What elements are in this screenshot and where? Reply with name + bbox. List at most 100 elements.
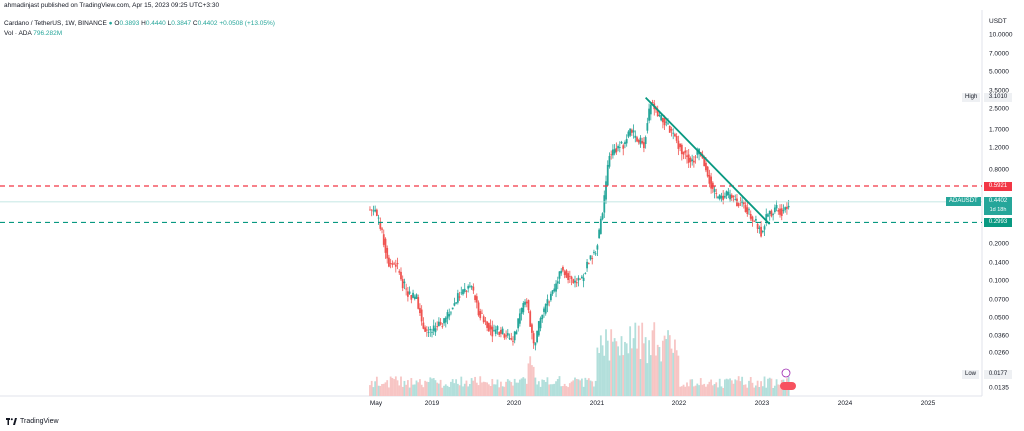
candle-body	[531, 324, 533, 333]
volume-bar	[512, 385, 514, 396]
candle-body	[587, 263, 590, 265]
volume-bar	[494, 384, 497, 396]
volume-bar	[692, 386, 695, 396]
volume-bar	[500, 381, 502, 396]
volume-bar	[711, 385, 714, 396]
volume-bar	[772, 387, 775, 396]
volume-bar	[580, 378, 583, 396]
candle-body	[393, 263, 395, 265]
candle-body	[434, 328, 437, 333]
volume-row: Vol · ADA 796.282M	[4, 30, 62, 38]
volume-bar	[444, 384, 447, 396]
candle-body	[558, 271, 561, 279]
volume-bar	[653, 322, 656, 396]
candle-body	[768, 211, 771, 215]
candle-body	[529, 311, 532, 327]
volume-bar	[562, 386, 564, 396]
candle-body	[667, 123, 669, 125]
volume-bar	[677, 355, 680, 396]
candle-body	[460, 292, 463, 294]
candle-body	[689, 157, 692, 162]
volume-bar	[513, 378, 516, 396]
time-tick: 2024	[837, 400, 853, 407]
candle-body	[763, 226, 766, 230]
volume-bar	[486, 382, 489, 396]
volume-bar	[570, 381, 573, 396]
volume-bar	[422, 387, 425, 396]
time-tick: 2021	[589, 400, 605, 407]
candle-body	[637, 140, 640, 143]
volume-bar	[487, 384, 490, 396]
candle-body	[503, 333, 506, 338]
volume-bar	[612, 341, 614, 396]
candle-body	[777, 210, 780, 212]
volume-bar	[375, 376, 378, 396]
volume-bar	[374, 381, 377, 396]
volume-bar	[534, 377, 537, 396]
candle-body	[751, 216, 754, 221]
volume-bar	[417, 382, 420, 396]
volume-bar	[610, 329, 613, 396]
candle-body	[579, 278, 582, 280]
candle-body	[661, 117, 664, 123]
candle-body	[767, 214, 769, 217]
event-marker-icon[interactable]	[781, 368, 791, 378]
candle-body	[736, 198, 738, 207]
volume-bar	[587, 378, 590, 396]
volume-bar	[670, 348, 673, 396]
candle-body	[555, 283, 557, 292]
volume-bar	[582, 386, 585, 396]
candle-body	[729, 194, 731, 200]
volume-bar	[408, 387, 411, 396]
volume-bar	[384, 382, 387, 396]
volume-bar	[777, 384, 780, 396]
dividend-marker-icon[interactable]	[780, 382, 796, 390]
candle-body	[506, 333, 509, 336]
candle-body	[501, 328, 504, 335]
candle-body	[582, 277, 585, 282]
volume-bar	[629, 326, 632, 396]
candle-body	[680, 144, 683, 155]
candle-body	[546, 299, 549, 306]
candle-body	[749, 213, 752, 219]
volume-bar	[606, 340, 609, 396]
candle-body	[618, 147, 621, 148]
candle-body	[648, 108, 650, 121]
candle-body	[396, 263, 399, 265]
candle-body	[401, 279, 404, 289]
volume-bar	[469, 383, 471, 396]
candle-body	[641, 141, 644, 144]
candle-body	[527, 300, 530, 311]
volume-bar	[501, 386, 504, 396]
publisher-info: ahmadinjast published on TradingView.com…	[4, 2, 220, 9]
candle-body	[420, 309, 423, 322]
candle-body	[429, 328, 432, 331]
volume-bar	[482, 381, 485, 396]
candle-body	[505, 335, 507, 337]
candle-body	[598, 229, 601, 239]
tradingview-footer[interactable]: TradingView	[6, 418, 59, 425]
candle-body	[384, 238, 387, 253]
candle-body	[439, 322, 442, 325]
volume-bar	[448, 386, 451, 396]
candle-body	[513, 331, 516, 341]
candle-body	[374, 209, 377, 212]
volume-bar	[663, 335, 666, 396]
candle-body	[525, 301, 528, 304]
candle-body	[379, 221, 382, 229]
volume-bar	[646, 363, 649, 396]
symbol-row: Cardano / TetherUS, 1W, BINANCE ● O0.389…	[4, 20, 275, 28]
candle-body	[599, 218, 602, 234]
volume-bar	[641, 322, 644, 396]
candle-body	[705, 162, 707, 171]
candle-body	[453, 303, 456, 306]
ohlc-close: 0.4402	[197, 20, 218, 27]
candle-body	[543, 308, 545, 312]
volume-bar	[370, 380, 373, 396]
candle-body	[410, 294, 413, 300]
volume-bar	[725, 378, 728, 396]
candle-body	[605, 181, 607, 200]
candle-body	[389, 263, 392, 264]
price-tick: 1.2000	[989, 144, 1009, 152]
